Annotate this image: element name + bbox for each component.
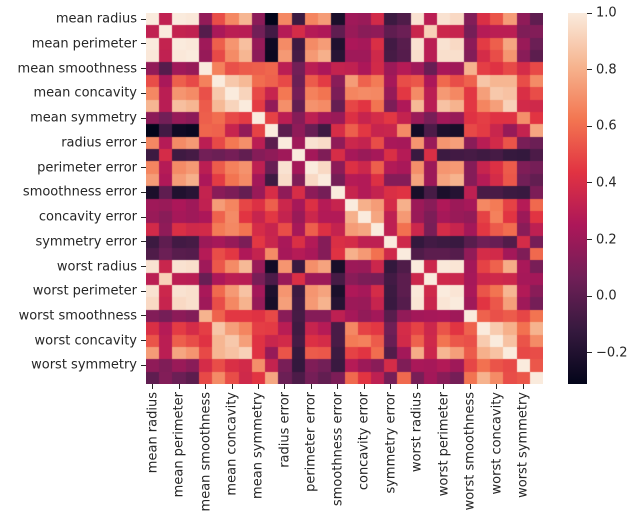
y-tick-mark: [141, 290, 146, 292]
heatmap: [146, 13, 543, 384]
colorbar-tick-mark: [587, 125, 592, 127]
y-tick-mark: [141, 167, 146, 169]
y-tick-mark: [141, 315, 146, 317]
colorbar-tick-mark: [587, 182, 592, 184]
x-tick-label: worst perimeter: [436, 392, 452, 497]
x-tick-mark: [496, 384, 498, 389]
colorbar-tick-label: 0.8: [596, 62, 617, 78]
x-tick-mark: [469, 384, 471, 389]
x-tick-mark: [522, 384, 524, 389]
y-tick-label: mean concavity: [33, 85, 137, 101]
x-tick-mark: [443, 384, 445, 389]
colorbar-tick-mark: [587, 352, 592, 354]
y-tick-mark: [141, 216, 146, 218]
y-tick-label: worst perimeter: [32, 283, 137, 299]
x-tick-label: worst concavity: [489, 392, 505, 495]
x-tick-mark: [205, 384, 207, 389]
x-tick-mark: [152, 384, 154, 389]
y-tick-label: worst radius: [56, 259, 137, 275]
x-tick-label: mean concavity: [224, 392, 240, 496]
x-tick-label: mean smoothness: [198, 392, 214, 512]
y-tick-mark: [141, 191, 146, 193]
x-tick-label: worst radius: [409, 392, 425, 473]
y-tick-label: perimeter error: [37, 160, 137, 176]
x-tick-mark: [178, 384, 180, 389]
y-tick-mark: [141, 241, 146, 243]
y-tick-label: radius error: [61, 135, 137, 151]
y-tick-mark: [141, 266, 146, 268]
x-tick-label: perimeter error: [303, 392, 319, 492]
y-tick-label: mean radius: [55, 11, 137, 27]
x-tick-mark: [416, 384, 418, 389]
y-tick-label: mean perimeter: [31, 36, 137, 52]
y-tick-mark: [141, 117, 146, 119]
x-tick-label: smoothness error: [330, 392, 346, 507]
colorbar-tick-label: 0.6: [596, 118, 617, 134]
x-tick-label: symmetry error: [383, 392, 399, 494]
y-tick-label: worst symmetry: [31, 357, 137, 373]
colorbar-tick-mark: [587, 12, 592, 14]
y-tick-mark: [141, 340, 146, 342]
x-tick-label: mean perimeter: [171, 392, 187, 498]
colorbar-tick-label: 0.0: [596, 288, 617, 304]
colorbar-tick-mark: [587, 69, 592, 71]
y-tick-label: symmetry error: [35, 234, 137, 250]
y-tick-mark: [141, 92, 146, 94]
x-tick-mark: [337, 384, 339, 389]
y-tick-label: worst concavity: [34, 333, 137, 349]
x-tick-label: worst smoothness: [462, 392, 478, 511]
y-tick-label: mean smoothness: [17, 61, 137, 77]
colorbar-tick-mark: [587, 295, 592, 297]
x-tick-mark: [231, 384, 233, 389]
x-tick-mark: [257, 384, 259, 389]
x-tick-label: mean symmetry: [250, 392, 266, 499]
colorbar-tick-label: 1.0: [596, 5, 617, 21]
y-tick-mark: [141, 68, 146, 70]
x-tick-label: mean radius: [145, 392, 161, 474]
y-tick-mark: [141, 18, 146, 20]
colorbar-tick-mark: [587, 239, 592, 241]
colorbar: [568, 13, 587, 384]
x-tick-mark: [310, 384, 312, 389]
x-tick-label: worst symmetry: [515, 392, 531, 498]
y-tick-label: worst smoothness: [18, 308, 137, 324]
y-tick-label: mean symmetry: [30, 110, 137, 126]
y-tick-mark: [141, 364, 146, 366]
y-tick-label: concavity error: [38, 209, 137, 225]
y-tick-mark: [141, 43, 146, 45]
x-tick-label: concavity error: [356, 392, 372, 491]
x-tick-mark: [390, 384, 392, 389]
x-tick-mark: [284, 384, 286, 389]
colorbar-tick-label: 0.4: [596, 175, 617, 191]
colorbar-tick-label: −0.2: [596, 345, 628, 361]
y-tick-label: smoothness error: [22, 184, 137, 200]
colorbar-tick-label: 0.2: [596, 232, 617, 248]
x-tick-mark: [363, 384, 365, 389]
y-tick-mark: [141, 142, 146, 144]
x-tick-label: radius error: [277, 392, 293, 468]
